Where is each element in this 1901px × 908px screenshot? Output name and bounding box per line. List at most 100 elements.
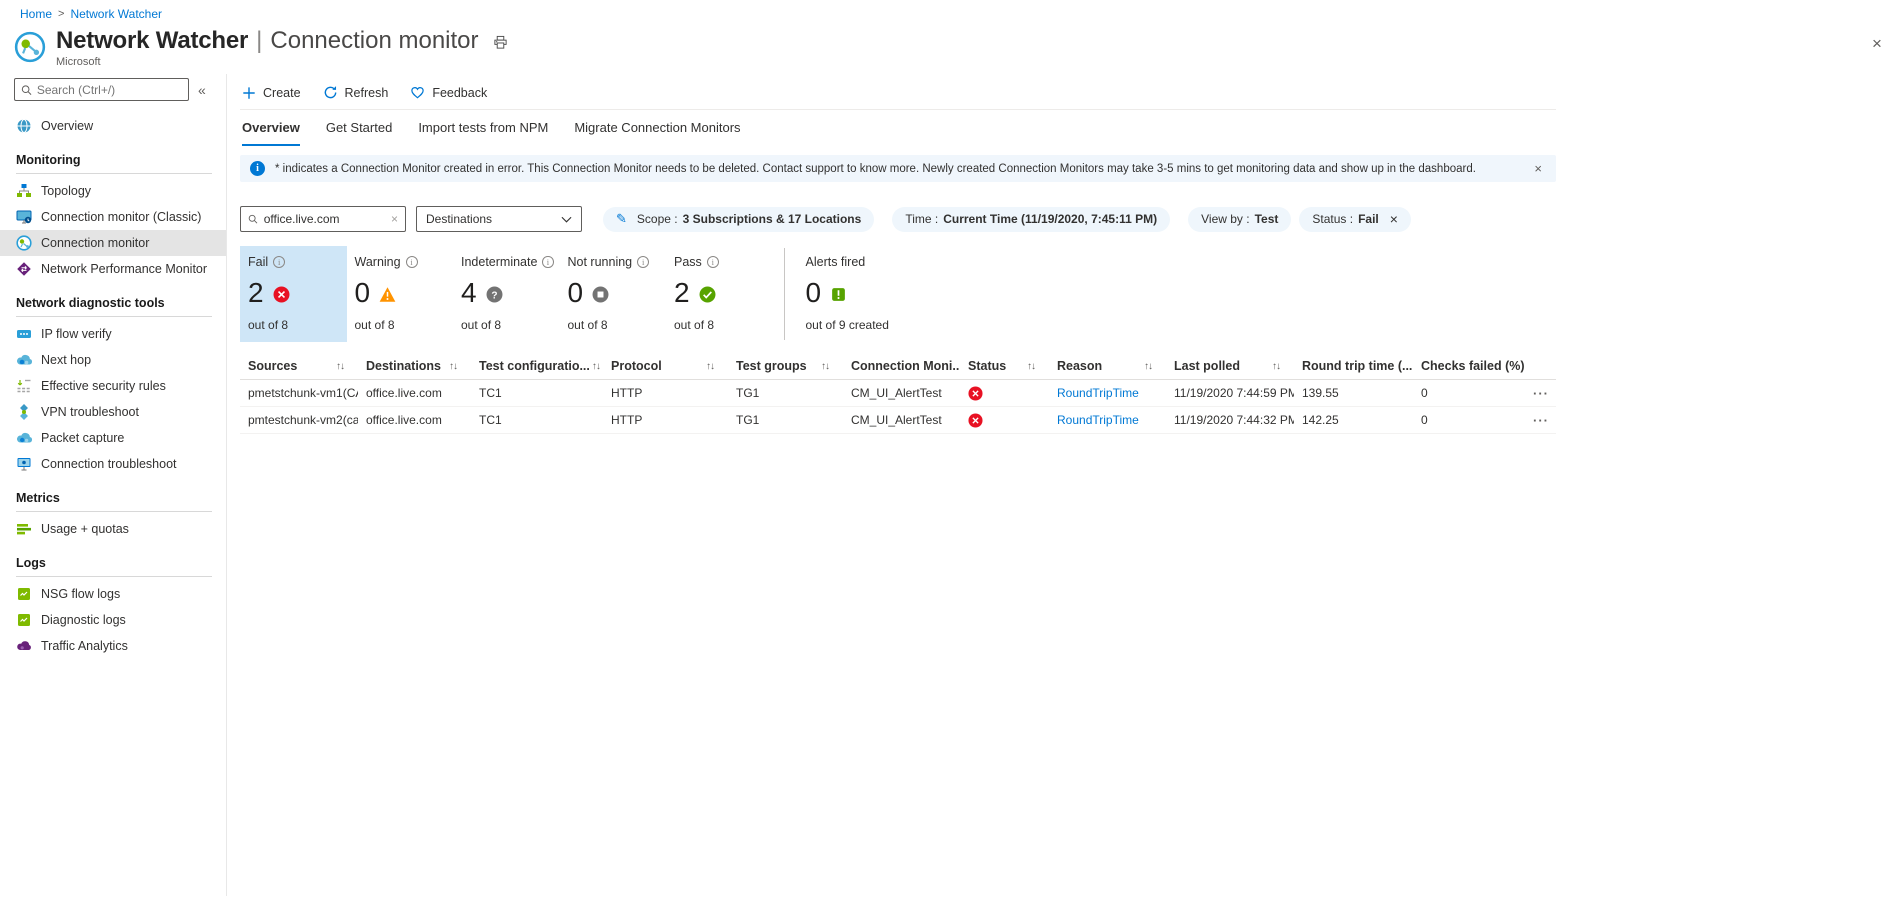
tab-overview[interactable]: Overview <box>242 120 300 146</box>
npm-icon <box>16 261 32 277</box>
column-header-round-trip-time[interactable]: Round trip time (...↑↓ <box>1302 359 1413 373</box>
tab-get-started[interactable]: Get Started <box>325 120 393 135</box>
remove-status-filter-icon[interactable]: × <box>1389 211 1398 227</box>
row-actions-ellipsis-icon[interactable]: ··· <box>1533 385 1549 401</box>
viewby-filter-pill[interactable]: View by : Test <box>1188 206 1292 232</box>
tab-import-tests-from-npm[interactable]: Import tests from NPM <box>418 120 549 135</box>
not-running-card-label: Not running <box>567 255 633 269</box>
sidebar-item-network-performance-monitor[interactable]: Network Performance Monitor <box>0 256 226 282</box>
feedback-button[interactable]: Feedback <box>410 85 487 100</box>
warning-card-sub: out of 8 <box>354 318 395 332</box>
column-header-test-groups[interactable]: Test groups ↑↓ <box>736 359 830 373</box>
sort-icon[interactable]: ↑↓ <box>821 360 830 372</box>
scope-filter-pill[interactable]: ✎ Scope : 3 Subscriptions & 17 Locations <box>603 206 875 232</box>
column-header-destinations[interactable]: Destinations ↑↓ <box>366 359 458 373</box>
usage-quotas-icon <box>16 521 32 537</box>
info-circle-icon: i <box>273 256 286 268</box>
sidebar-search-input[interactable] <box>36 82 182 97</box>
cell-test-configuration: TC1 <box>479 386 502 400</box>
sidebar-collapse-button[interactable]: « <box>198 81 206 98</box>
clear-search-icon[interactable]: × <box>390 212 398 226</box>
info-banner: i * indicates a Connection Monitor creat… <box>240 155 1556 182</box>
sidebar-item-connection-troubleshoot[interactable]: Connection troubleshoot <box>0 451 226 477</box>
sidebar-item-label: NSG flow logs <box>41 587 121 601</box>
alerts-fired-card[interactable]: Alerts fired 0 out of 9 created <box>798 246 918 342</box>
sort-icon[interactable]: ↑↓ <box>336 360 345 372</box>
indeterminate-card[interactable]: Indeterminate i 4 ? out of 8 <box>453 246 560 342</box>
breadcrumb-current-link[interactable]: Network Watcher <box>70 7 163 21</box>
time-filter-pill[interactable]: Time : Current Time (11/19/2020, 7:45:11… <box>892 206 1171 232</box>
globe-icon <box>16 118 32 134</box>
info-circle-icon: i <box>405 256 418 268</box>
tab-migrate-connection-monitors[interactable]: Migrate Connection Monitors <box>574 120 741 135</box>
column-header-reason[interactable]: Reason ↑↓ <box>1057 359 1153 373</box>
sidebar-item-packet-capture[interactable]: Packet capture <box>0 425 226 451</box>
cell-checks-failed: 0 <box>1421 413 1428 427</box>
info-circle-icon: i <box>542 256 554 268</box>
status-label: Status : <box>1312 212 1354 226</box>
column-header-last-polled[interactable]: Last polled ↑↓ <box>1174 359 1281 373</box>
sidebar-item-traffic-analytics[interactable]: Traffic Analytics <box>0 633 226 659</box>
create-button[interactable]: Create <box>242 86 301 100</box>
sidebar-item-label: Next hop <box>41 353 92 367</box>
stop-circle-icon <box>592 286 609 303</box>
sidebar-item-vpn-troubleshoot[interactable]: VPN troubleshoot <box>0 399 226 425</box>
column-header-connection-monitor[interactable]: Connection Moni...↑↓ <box>851 359 960 373</box>
sidebar-item-nsg-flow-logs[interactable]: NSG flow logs <box>0 581 226 607</box>
sort-icon[interactable]: ↑↓ <box>1144 360 1153 372</box>
sidebar-item-connection-monitor[interactable]: Connection monitor <box>0 230 226 256</box>
warning-card[interactable]: Warning i 0 out of 8 <box>347 246 454 342</box>
refresh-button[interactable]: Refresh <box>323 85 389 100</box>
sidebar-item-ip-flow-verify[interactable]: IP flow verify <box>0 321 226 347</box>
refresh-button-label: Refresh <box>344 85 389 100</box>
filter-field-dropdown[interactable]: Destinations <box>416 206 582 232</box>
column-header-protocol[interactable]: Protocol ↑↓ <box>611 359 715 373</box>
cell-round-trip-time: 139.55 <box>1302 386 1339 400</box>
cell-status <box>960 412 1049 428</box>
banner-close-icon[interactable]: × <box>1534 161 1542 176</box>
pass-card[interactable]: Pass i 2 out of 8 <box>666 246 773 342</box>
sidebar-item-label: Packet capture <box>41 431 125 445</box>
cell-destinations: office.live.com <box>366 386 442 400</box>
column-header-status[interactable]: Status ↑↓ <box>968 359 1036 373</box>
breadcrumb-separator: > <box>58 8 65 20</box>
sidebar-item-overview[interactable]: Overview <box>0 113 226 139</box>
cell-test-configuration: TC1 <box>479 413 502 427</box>
search-icon <box>248 214 258 224</box>
not-running-card[interactable]: Not running i 0 out of 8 <box>560 246 667 342</box>
info-icon: i <box>250 161 265 176</box>
print-icon[interactable] <box>493 35 508 50</box>
status-filter-pill[interactable]: Status : Fail × <box>1299 206 1411 232</box>
column-header-checks-failed[interactable]: Checks failed (%)↑↓ <box>1421 359 1525 373</box>
question-circle-icon: ? <box>486 286 503 303</box>
sidebar-item-usage-quotas[interactable]: Usage + quotas <box>0 516 226 542</box>
pass-check-icon <box>699 286 716 303</box>
sidebar-item-connection-monitor-classic[interactable]: Connection monitor (Classic) <box>0 204 226 230</box>
cell-connection-monitor: CM_UI_AlertTest <box>851 386 942 400</box>
cell-reason-link[interactable]: RoundTripTime <box>1057 386 1139 400</box>
column-header-sources[interactable]: Sources ↑↓ <box>248 359 345 373</box>
sidebar-item-topology[interactable]: Topology <box>0 178 226 204</box>
sort-icon[interactable]: ↑↓ <box>1027 360 1036 372</box>
sidebar: « Overview Monitoring Topology <box>0 74 227 896</box>
sort-icon[interactable]: ↑↓ <box>706 360 715 372</box>
row-actions-ellipsis-icon[interactable]: ··· <box>1533 412 1549 428</box>
sidebar-item-label: Usage + quotas <box>41 522 129 536</box>
fail-card[interactable]: Fail i 2 out of 8 <box>240 246 347 342</box>
column-header-test-configuration[interactable]: Test configuratio... ↑↓ <box>479 359 601 373</box>
table-row[interactable]: pmtestchunk-vm2(ca... office.live.com TC… <box>240 407 1556 434</box>
filter-search-input[interactable] <box>263 212 385 226</box>
close-icon[interactable]: × <box>1872 34 1882 53</box>
sort-icon[interactable]: ↑↓ <box>1272 360 1281 372</box>
sidebar-item-next-hop[interactable]: Next hop <box>0 347 226 373</box>
table-row[interactable]: pmetstchunk-vm1(CA... office.live.com TC… <box>240 380 1556 407</box>
sidebar-item-effective-security-rules[interactable]: Effective security rules <box>0 373 226 399</box>
sidebar-item-diagnostic-logs[interactable]: Diagnostic logs <box>0 607 226 633</box>
breadcrumb-home-link[interactable]: Home <box>20 7 53 21</box>
sidebar-item-label: Network Performance Monitor <box>41 262 208 276</box>
sort-icon[interactable]: ↑↓ <box>449 360 458 372</box>
status-value: Fail <box>1358 212 1379 226</box>
page-header: Network Watcher | Connection monitor Mic… <box>0 21 1901 68</box>
cell-reason-link[interactable]: RoundTripTime <box>1057 413 1139 427</box>
sort-icon[interactable]: ↑↓ <box>591 360 601 372</box>
